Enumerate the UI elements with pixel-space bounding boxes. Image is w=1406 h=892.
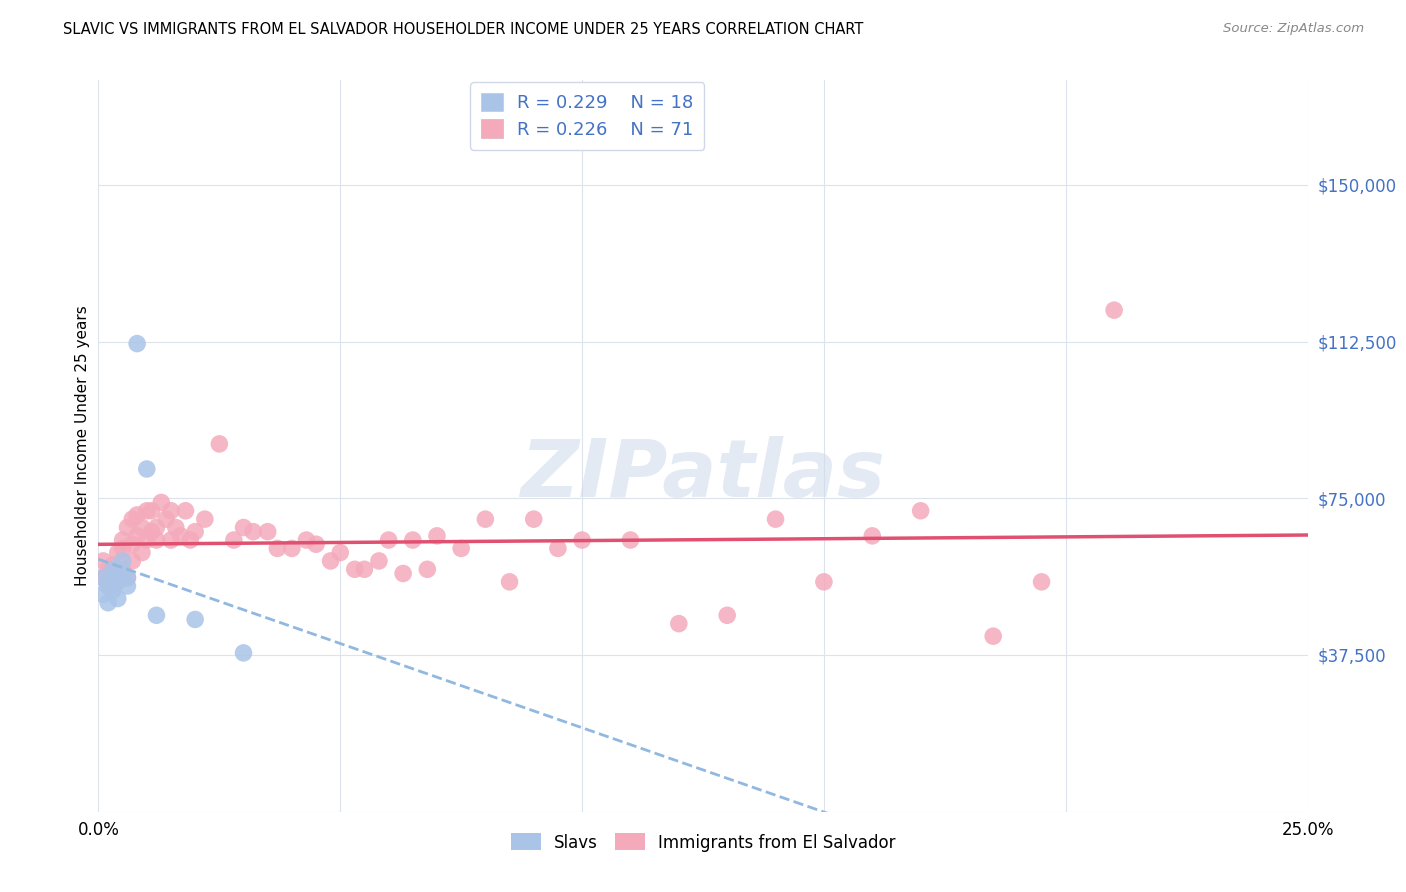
Point: [135, 462, 157, 476]
Point: [111, 554, 134, 568]
Text: Source: ZipAtlas.com: Source: ZipAtlas.com: [1223, 22, 1364, 36]
Point: [127, 336, 149, 351]
Point: [150, 495, 173, 509]
Point: [377, 533, 399, 547]
Point: [1102, 303, 1125, 318]
Point: [101, 562, 124, 576]
Point: [117, 520, 139, 534]
Point: [91, 571, 114, 585]
Point: [141, 524, 163, 539]
Point: [232, 520, 254, 534]
Point: [107, 566, 129, 581]
Point: [194, 512, 217, 526]
Point: [101, 571, 124, 585]
Point: [498, 574, 520, 589]
Point: [121, 537, 143, 551]
Point: [91, 587, 114, 601]
Point: [179, 533, 201, 547]
Point: [547, 541, 569, 556]
Point: [416, 562, 439, 576]
Point: [135, 533, 157, 547]
Point: [160, 533, 183, 547]
Point: [101, 574, 124, 589]
Point: [343, 562, 366, 576]
Point: [184, 612, 207, 626]
Legend: Slavs, Immigrants from El Salvador: Slavs, Immigrants from El Salvador: [503, 827, 903, 858]
Point: [91, 554, 114, 568]
Point: [981, 629, 1004, 643]
Point: [97, 579, 120, 593]
Point: [111, 566, 134, 581]
Point: [256, 524, 278, 539]
Point: [117, 571, 139, 585]
Point: [174, 504, 197, 518]
Point: [571, 533, 593, 547]
Point: [295, 533, 318, 547]
Text: SLAVIC VS IMMIGRANTS FROM EL SALVADOR HOUSEHOLDER INCOME UNDER 25 YEARS CORRELAT: SLAVIC VS IMMIGRANTS FROM EL SALVADOR HO…: [63, 22, 863, 37]
Y-axis label: Householder Income Under 25 years: Householder Income Under 25 years: [75, 306, 90, 586]
Point: [716, 608, 738, 623]
Point: [281, 541, 304, 556]
Point: [145, 520, 167, 534]
Point: [111, 541, 134, 556]
Point: [392, 566, 415, 581]
Point: [141, 504, 163, 518]
Point: [97, 596, 120, 610]
Point: [97, 562, 120, 576]
Point: [145, 533, 167, 547]
Point: [813, 574, 835, 589]
Point: [402, 533, 425, 547]
Point: [127, 508, 149, 522]
Point: [450, 541, 472, 556]
Point: [101, 583, 124, 598]
Point: [107, 591, 129, 606]
Point: [121, 554, 143, 568]
Point: [305, 537, 328, 551]
Point: [266, 541, 288, 556]
Point: [131, 545, 153, 559]
Point: [222, 533, 245, 547]
Point: [121, 512, 143, 526]
Point: [353, 562, 375, 576]
Point: [184, 524, 207, 539]
Point: [232, 646, 254, 660]
Point: [145, 608, 167, 623]
Point: [1031, 574, 1053, 589]
Point: [319, 554, 342, 568]
Point: [101, 558, 124, 573]
Point: [127, 529, 149, 543]
Point: [329, 545, 352, 559]
Point: [107, 545, 129, 559]
Point: [155, 512, 177, 526]
Point: [765, 512, 787, 526]
Point: [160, 504, 183, 518]
Point: [107, 574, 129, 589]
Point: [619, 533, 641, 547]
Point: [165, 520, 187, 534]
Point: [131, 520, 153, 534]
Point: [111, 562, 134, 576]
Text: ZIPatlas: ZIPatlas: [520, 436, 886, 515]
Point: [474, 512, 496, 526]
Point: [668, 616, 690, 631]
Point: [97, 579, 120, 593]
Point: [368, 554, 391, 568]
Point: [111, 533, 134, 547]
Point: [208, 437, 231, 451]
Point: [242, 524, 264, 539]
Point: [910, 504, 932, 518]
Point: [117, 579, 139, 593]
Point: [169, 529, 191, 543]
Point: [523, 512, 546, 526]
Point: [426, 529, 449, 543]
Point: [117, 571, 139, 585]
Point: [91, 571, 114, 585]
Point: [135, 504, 157, 518]
Point: [860, 529, 883, 543]
